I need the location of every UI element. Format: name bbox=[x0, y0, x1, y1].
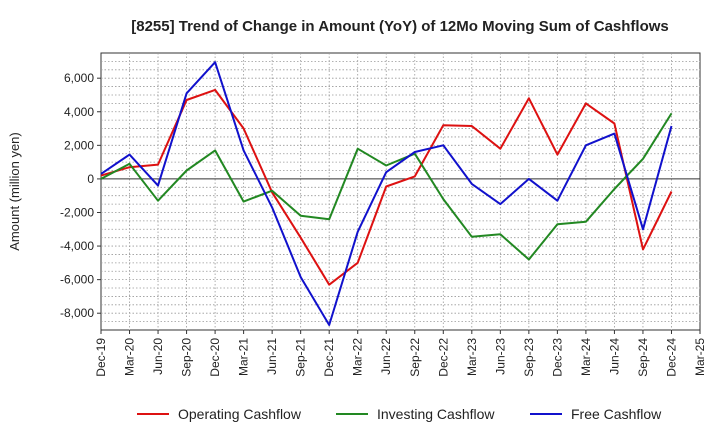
grid bbox=[101, 53, 700, 330]
y-tick-label: -2,000 bbox=[60, 205, 94, 219]
y-tick-label: 6,000 bbox=[64, 71, 94, 85]
legend-label-investing-cashflow: Investing Cashflow bbox=[377, 406, 495, 422]
x-tick-label: Dec-19 bbox=[94, 338, 108, 377]
y-tick-label: -6,000 bbox=[60, 273, 94, 287]
x-tick-label: Sep-21 bbox=[294, 338, 308, 377]
x-axis-ticks: Dec-19 Mar-20 Jun-20 Sep-20 Dec-20 Mar-21 Jun-… bbox=[94, 330, 707, 377]
x-tick-label: Mar-22 bbox=[351, 338, 365, 376]
series-lines bbox=[100, 61, 673, 326]
x-tick-label: Mar-21 bbox=[237, 338, 251, 376]
x-tick-label: Jun-22 bbox=[379, 338, 393, 375]
y-axis-ticks: -8,000 -6,000 -4,000 -2,000 0 2,000 4,000 6,000 bbox=[60, 71, 101, 320]
series-line-operating-cashflow bbox=[100, 88, 673, 286]
y-tick-label: 2,000 bbox=[64, 138, 94, 152]
series-line-free-cashflow bbox=[100, 61, 673, 326]
x-tick-label: Mar-25 bbox=[693, 338, 707, 376]
x-tick-label: Sep-23 bbox=[522, 338, 536, 377]
legend-label-free-cashflow: Free Cashflow bbox=[571, 406, 662, 422]
x-tick-label: Jun-24 bbox=[607, 338, 621, 375]
x-tick-label: Mar-23 bbox=[465, 338, 479, 376]
x-tick-label: Mar-24 bbox=[579, 338, 593, 376]
x-tick-label: Sep-20 bbox=[180, 338, 194, 377]
x-tick-label: Sep-22 bbox=[408, 338, 422, 377]
y-tick-label: 0 bbox=[87, 172, 94, 186]
x-tick-label: Dec-21 bbox=[322, 338, 336, 377]
legend-label-operating-cashflow: Operating Cashflow bbox=[178, 406, 302, 422]
y-axis-label: Amount (million yen) bbox=[7, 132, 22, 251]
x-tick-label: Jun-20 bbox=[151, 338, 165, 375]
plot-area bbox=[100, 52, 701, 331]
x-tick-label: Jun-23 bbox=[493, 338, 507, 375]
y-tick-label: -4,000 bbox=[60, 239, 94, 253]
x-tick-label: Dec-20 bbox=[208, 338, 222, 377]
x-tick-label: Dec-23 bbox=[550, 338, 564, 377]
x-tick-label: Dec-24 bbox=[664, 338, 678, 377]
y-tick-label: -8,000 bbox=[60, 306, 94, 320]
x-tick-label: Mar-20 bbox=[123, 338, 137, 376]
series-line-investing-cashflow bbox=[100, 112, 673, 261]
legend: Operating Cashflow Investing Cashflow Free… bbox=[137, 406, 662, 422]
y-tick-label: 4,000 bbox=[64, 105, 94, 119]
chart-title: [8255] Trend of Change in Amount (YoY) o… bbox=[131, 18, 669, 35]
x-tick-label: Jun-21 bbox=[265, 338, 279, 375]
x-tick-label: Sep-24 bbox=[636, 338, 650, 377]
x-tick-label: Dec-22 bbox=[436, 338, 450, 377]
